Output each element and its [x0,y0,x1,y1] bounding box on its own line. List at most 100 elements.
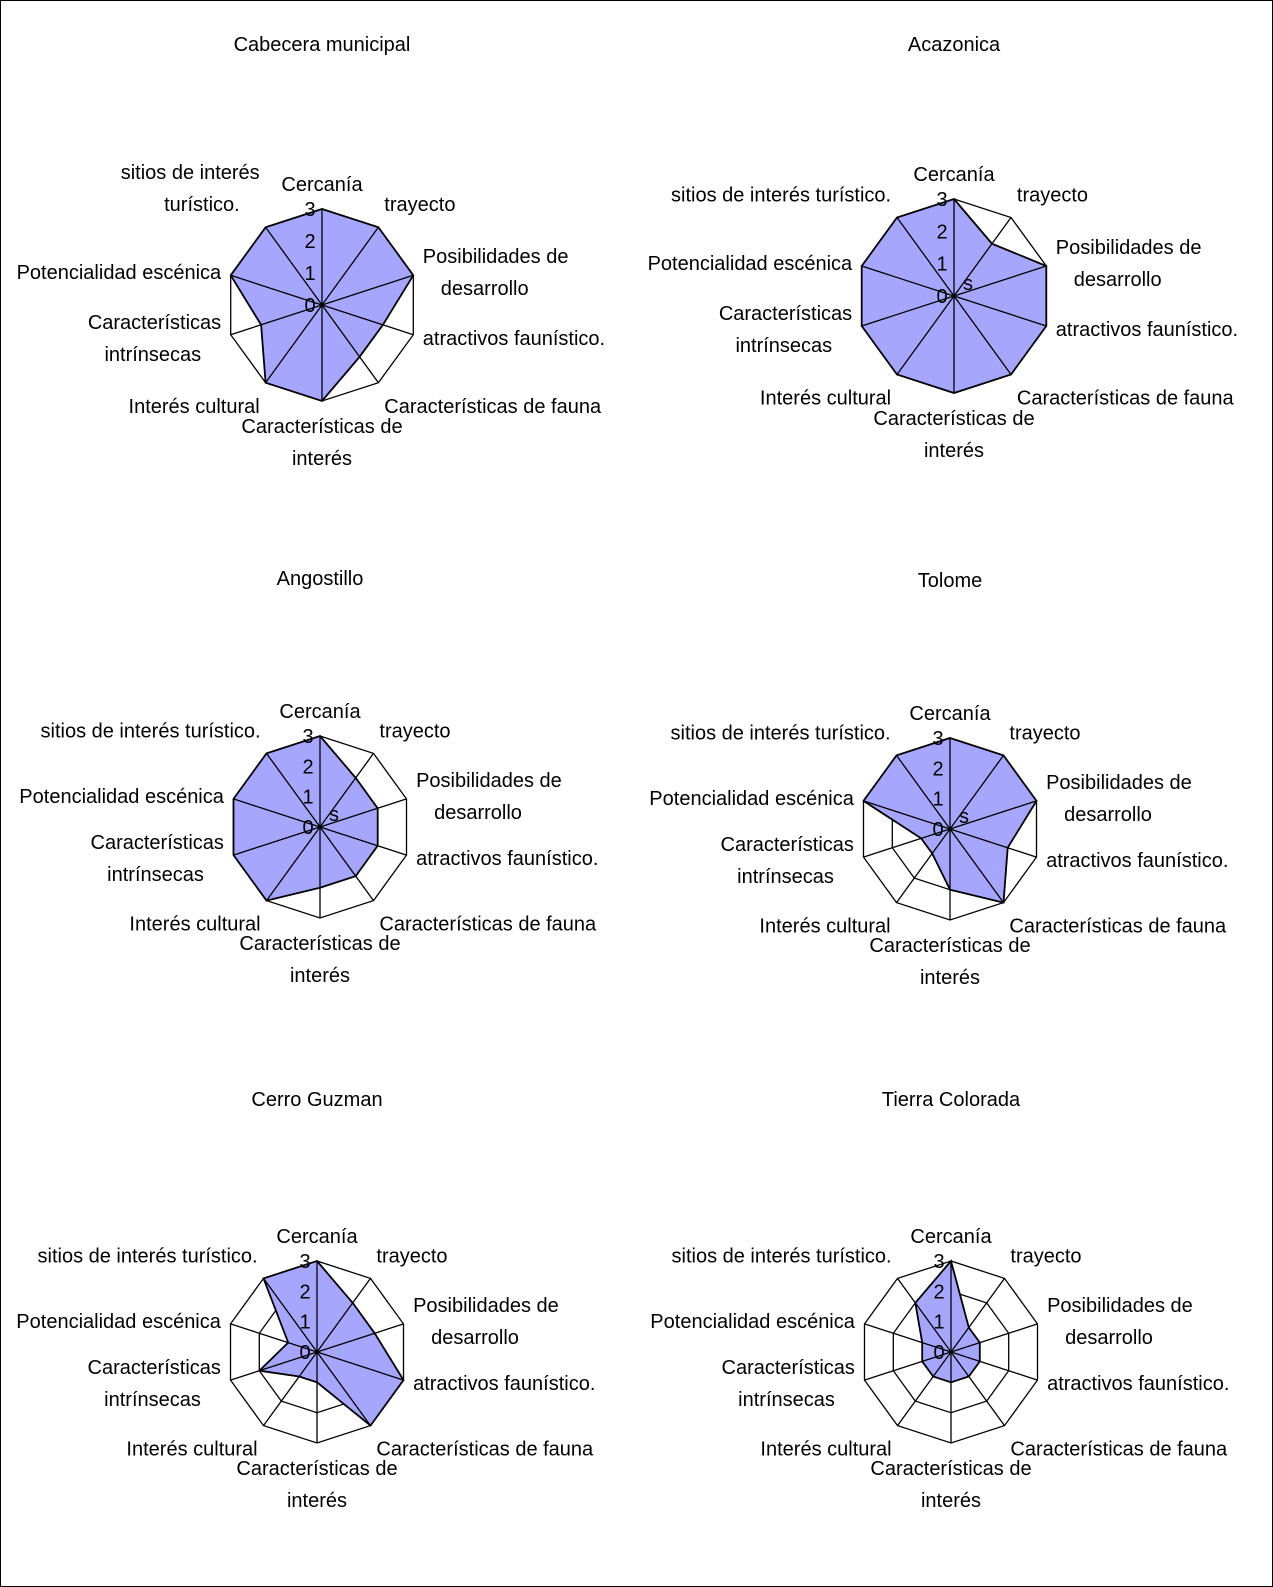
axis-spoke [950,1323,1038,1353]
tick-label: 2 [302,756,313,778]
axis-spoke [896,217,955,297]
tick-label: 0 [933,1342,944,1364]
axis-spoke [864,1351,952,1381]
category-label-caracteristicas-de-fauna: Características de fauna [379,914,597,936]
category-label-caracteristicas-de-fauna: Características de fauna [1017,388,1235,410]
category-label-potencialidad-escenica: Potencialidad escénica [649,788,854,810]
axis-spoke [953,295,1012,375]
axis-spoke [861,265,955,297]
tick-label: 1 [304,263,315,285]
category-label-sitios-de-interes-turistico: sitios de interés turístico. [671,722,891,744]
category-label-cercania: Cercanía [913,164,995,186]
category-label-atractivos-faunistico: atractivos faunístico. [423,328,605,350]
axis-spoke [949,800,1037,830]
tick-label: 3 [302,726,313,748]
extra-label: s [963,273,973,295]
tick-label: 1 [932,789,943,811]
category-label-cercania: Cercanía [909,703,991,725]
axis-spoke [953,265,1047,297]
chart-title: Tierra Colorada [882,1089,1021,1111]
axis-spoke [949,755,1005,830]
axis-spoke [895,828,951,903]
axis-spoke [233,826,321,856]
category-label-interes-cultural: Interés cultural [760,1439,891,1461]
category-label-posibilidades-de-desarrollo: Posibilidades de desarrollo [1047,1295,1193,1349]
category-label-potencialidad-escenica: Potencialidad escénica [19,786,224,808]
category-label-caracteristicas-de-interes: Características de interés [870,1458,1031,1512]
axis-spoke [863,800,951,830]
category-label-caracteristicas-de-interes: Características de interés [236,1458,397,1512]
category-label-sitios-de-interes-turistico: sitios de interés turístico. [38,1245,258,1267]
axis-spoke [950,1351,1038,1381]
axis-spoke [316,1351,404,1381]
category-label-cercania: Cercanía [910,1226,992,1248]
category-label-caracteristicas-intrinsecas: Características intrínsecas [88,1357,221,1411]
axis-spoke [265,753,321,828]
category-label-caracteristicas-de-interes: Características de interés [869,935,1030,989]
axis-spoke [321,304,379,384]
axis-spoke [230,1323,318,1353]
category-label-caracteristicas-de-fauna: Características de fauna [1009,916,1227,938]
axis-spoke [316,1323,404,1353]
category-label-trayecto: trayecto [1017,184,1088,206]
category-label-atractivos-faunistico: atractivos faunístico. [413,1373,595,1395]
axis-spoke [316,1351,372,1426]
category-label-caracteristicas-de-fauna: Características de fauna [376,1439,594,1461]
extra-label: s [329,804,339,826]
axis-spoke [233,798,321,828]
category-label-sitios-de-interes-turistico: sitios de interés turístico. [671,184,891,206]
tick-label: 2 [304,231,315,253]
axis-spoke [949,828,1005,903]
category-label-atractivos-faunistico: atractivos faunístico. [1047,1373,1229,1395]
axis-spoke [863,828,951,858]
chart-title: Cabecera municipal [234,34,411,56]
tick-label: 2 [933,1281,944,1303]
category-label-trayecto: trayecto [376,1245,447,1267]
category-label-interes-cultural: Interés cultural [129,914,260,936]
axis-spoke [949,828,1037,858]
axis-spoke [895,755,951,830]
category-label-caracteristicas-de-interes: Características de interés [873,408,1034,462]
tick-label: 2 [932,758,943,780]
tick-label: 0 [936,286,947,308]
tick-label: 3 [304,199,315,221]
category-label-caracteristicas-de-fauna: Características de fauna [1010,1439,1228,1461]
axis-spoke [230,1351,318,1381]
category-label-caracteristicas-intrinsecas: Características intrínsecas [722,1357,855,1411]
axis-spoke [321,274,414,306]
chart-title: Tolome [918,570,982,592]
category-label-sitios-de-interes-turistico: sitios de interés turístico. [672,1245,892,1267]
category-label-caracteristicas-intrinsecas: Características intrínsecas [721,834,854,888]
axis-spoke [265,226,323,306]
category-label-caracteristicas-de-interes: Características de interés [241,416,402,470]
category-label-atractivos-faunistico: atractivos faunístico. [1056,319,1238,341]
tick-label: 0 [932,819,943,841]
tick-label: 2 [936,221,947,243]
category-label-potencialidad-escenica: Potencialidad escénica [17,262,222,284]
category-label-cercania: Cercanía [281,174,363,196]
category-label-atractivos-faunistico: atractivos faunístico. [1046,850,1228,872]
radar-chart-tolome: Tolome 0 1 2 3 s Cercanía trayecto Posibilidades… [649,570,1228,989]
data-polygon [914,1259,981,1384]
axis-spoke [319,826,375,901]
category-label-potencialidad-escenica: Potencialidad escénica [16,1311,221,1333]
category-label-atractivos-faunistico: atractivos faunístico. [416,848,598,870]
axis-spoke [861,295,955,327]
axis-spoke [896,1278,952,1353]
category-label-trayecto: trayecto [379,720,450,742]
axis-spoke [262,1278,318,1353]
chart-title: Angostillo [277,568,364,590]
category-label-posibilidades-de-desarrollo: Posibilidades de desarrollo [413,1295,559,1349]
category-label-cercania: Cercanía [276,1226,358,1248]
tick-label: 2 [299,1281,310,1303]
tick-label: 0 [302,817,313,839]
category-label-sitios-de-interes-turistico: sitios de interés turístico. [41,720,261,742]
axis-spoke [262,1351,318,1426]
category-label-caracteristicas-intrinsecas: Características intrínsecas [719,303,852,357]
axis-spoke [953,217,1012,297]
category-label-sitios-de-interes-turistico: sitios de interés turístico. [121,162,260,216]
tick-label: 3 [299,1251,310,1273]
axis-spoke [321,304,414,336]
